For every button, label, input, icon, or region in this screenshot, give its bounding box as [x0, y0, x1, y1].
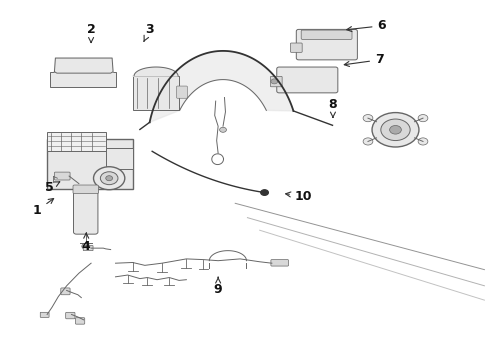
Polygon shape: [133, 67, 178, 76]
Text: 3: 3: [144, 23, 154, 41]
Circle shape: [418, 138, 428, 145]
FancyBboxPatch shape: [271, 260, 289, 266]
Circle shape: [82, 243, 90, 249]
Circle shape: [100, 172, 118, 185]
FancyBboxPatch shape: [86, 61, 92, 68]
FancyBboxPatch shape: [296, 30, 357, 60]
FancyBboxPatch shape: [277, 67, 338, 93]
FancyBboxPatch shape: [291, 43, 302, 52]
Circle shape: [390, 126, 401, 134]
FancyBboxPatch shape: [66, 312, 75, 319]
Polygon shape: [54, 58, 113, 73]
FancyBboxPatch shape: [270, 76, 282, 87]
FancyBboxPatch shape: [74, 187, 98, 234]
FancyBboxPatch shape: [54, 172, 70, 180]
Text: 7: 7: [344, 53, 384, 67]
Circle shape: [363, 114, 373, 122]
FancyBboxPatch shape: [133, 76, 179, 110]
Text: 4: 4: [82, 233, 91, 253]
FancyBboxPatch shape: [73, 185, 98, 194]
Circle shape: [271, 79, 278, 84]
Circle shape: [381, 119, 410, 140]
Circle shape: [261, 190, 269, 195]
Polygon shape: [149, 51, 294, 122]
Text: 5: 5: [45, 181, 60, 194]
FancyBboxPatch shape: [40, 312, 49, 318]
Text: 8: 8: [329, 98, 337, 117]
Circle shape: [94, 167, 125, 190]
FancyBboxPatch shape: [83, 246, 93, 251]
FancyBboxPatch shape: [98, 61, 104, 68]
Text: 2: 2: [87, 23, 96, 42]
FancyBboxPatch shape: [49, 72, 116, 87]
FancyBboxPatch shape: [61, 288, 70, 295]
FancyBboxPatch shape: [301, 30, 352, 40]
Text: 10: 10: [286, 190, 313, 203]
Text: 9: 9: [214, 277, 222, 296]
Circle shape: [372, 113, 419, 147]
Circle shape: [363, 138, 373, 145]
Text: 1: 1: [33, 198, 53, 217]
FancyBboxPatch shape: [47, 132, 106, 151]
FancyBboxPatch shape: [106, 148, 133, 169]
Circle shape: [418, 114, 428, 122]
FancyBboxPatch shape: [176, 86, 187, 98]
Circle shape: [106, 176, 113, 181]
FancyBboxPatch shape: [76, 61, 82, 68]
FancyBboxPatch shape: [65, 61, 71, 68]
Text: 6: 6: [347, 19, 386, 32]
Circle shape: [220, 127, 226, 132]
FancyBboxPatch shape: [47, 139, 133, 189]
FancyBboxPatch shape: [75, 318, 85, 324]
